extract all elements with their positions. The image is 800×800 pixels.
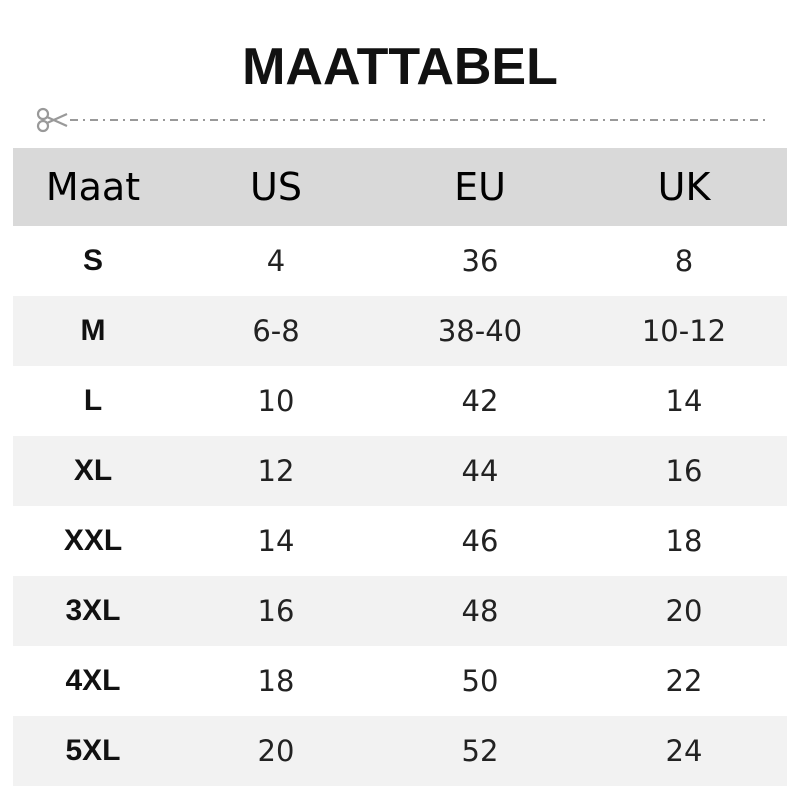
header-uk: UK [657, 165, 711, 209]
header-us: US [250, 165, 302, 209]
size-table: Maat US EU UK S 4 36 8 M 6-8 38-40 10-12 L 10 42 14… [13, 148, 787, 786]
cell-size: 4XL [65, 664, 121, 697]
cell-uk: 22 [665, 664, 703, 698]
cell-eu: 48 [461, 594, 499, 628]
cell-eu: 52 [461, 734, 499, 768]
cell-uk: 16 [665, 454, 703, 488]
page-title: MAATTABEL [242, 38, 558, 96]
cell-uk: 8 [674, 244, 694, 278]
cell-us: 10 [257, 384, 295, 418]
cell-us: 14 [257, 524, 295, 558]
cell-uk: 20 [665, 594, 703, 628]
table-row: 4XL 18 50 22 [13, 646, 787, 716]
table-row: 5XL 20 52 24 [13, 716, 787, 786]
cell-eu: 42 [461, 384, 499, 418]
cell-size: XL [73, 454, 113, 487]
cell-eu: 50 [461, 664, 499, 698]
header-size: Maat [45, 165, 141, 209]
cell-uk: 14 [665, 384, 703, 418]
cell-size: XXL [63, 524, 123, 557]
table-row: S 4 36 8 [13, 226, 787, 296]
cell-eu: 46 [461, 524, 499, 558]
cell-size: 5XL [65, 734, 121, 767]
cell-us: 4 [266, 244, 286, 278]
scissors-icon [36, 107, 68, 133]
cell-eu: 44 [461, 454, 499, 488]
table-row: XXL 14 46 18 [13, 506, 787, 576]
cell-us: 6-8 [252, 314, 300, 348]
cell-eu: 36 [461, 244, 499, 278]
table-row: M 6-8 38-40 10-12 [13, 296, 787, 366]
header-eu: EU [454, 165, 506, 209]
cell-us: 20 [257, 734, 295, 768]
table-row: XL 12 44 16 [13, 436, 787, 506]
cell-size: 3XL [65, 594, 121, 627]
cell-eu: 38-40 [437, 314, 523, 348]
table-header-row: Maat US EU UK [13, 148, 787, 226]
table-row: L 10 42 14 [13, 366, 787, 436]
table-row: 3XL 16 48 20 [13, 576, 787, 646]
cell-uk: 24 [665, 734, 703, 768]
cell-uk: 18 [665, 524, 703, 558]
cell-size: L [83, 384, 103, 417]
cell-uk: 10-12 [641, 314, 727, 348]
cell-us: 12 [257, 454, 295, 488]
cell-size: S [82, 244, 103, 277]
cell-us: 18 [257, 664, 295, 698]
cut-line [36, 107, 769, 133]
cell-size: M [80, 314, 106, 347]
cell-us: 16 [257, 594, 295, 628]
